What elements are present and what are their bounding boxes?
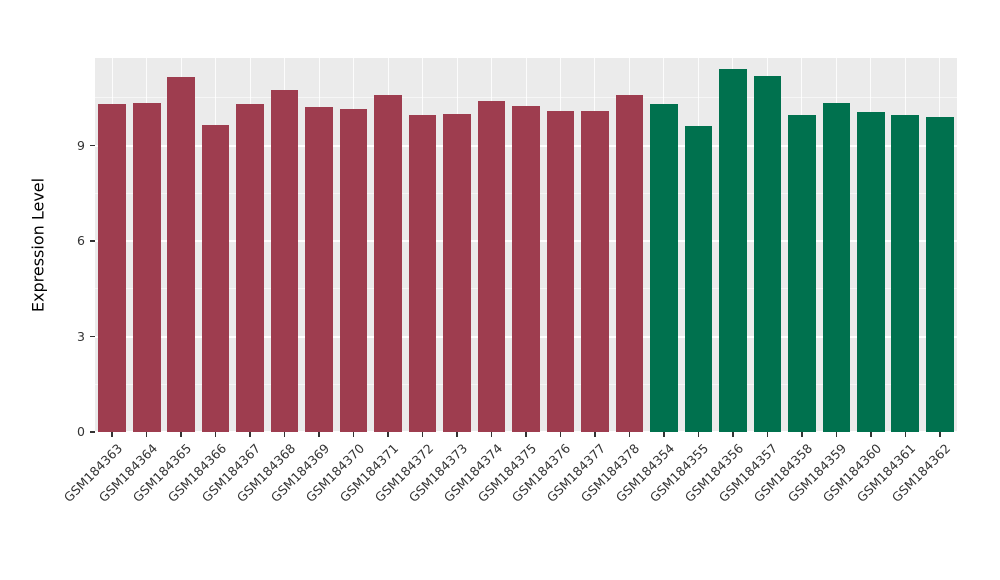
x-tick-mark — [939, 432, 941, 437]
x-tick-mark — [283, 432, 286, 437]
bar — [684, 126, 713, 432]
bar — [925, 116, 954, 432]
bar — [408, 115, 437, 432]
x-tick-mark — [525, 432, 527, 437]
x-tick-mark — [145, 432, 148, 437]
bar — [236, 104, 264, 432]
bar — [512, 105, 540, 432]
bar — [98, 104, 127, 432]
y-tick-label: 6 — [77, 233, 85, 249]
bar — [650, 104, 678, 432]
bar — [788, 115, 816, 432]
bar — [374, 94, 402, 432]
y-tick-label: 0 — [77, 424, 85, 439]
y-tick-label: 3 — [77, 328, 85, 344]
bar — [857, 112, 885, 432]
x-tick-mark — [766, 432, 769, 437]
x-tick-mark — [870, 432, 872, 437]
bar — [167, 77, 195, 432]
y-tick-mark — [90, 240, 95, 242]
y-axis-label: Expression Level — [28, 177, 48, 313]
chart-panel — [95, 58, 957, 433]
bar — [270, 89, 299, 432]
x-tick-mark — [904, 432, 907, 437]
x-tick-mark — [835, 432, 838, 437]
bar — [546, 110, 575, 432]
x-tick-mark — [594, 432, 596, 437]
x-tick-mark — [663, 432, 665, 437]
bar — [581, 110, 609, 432]
y-tick-label: 9 — [77, 137, 85, 153]
x-tick-mark — [352, 432, 355, 437]
x-tick-mark — [490, 432, 493, 437]
x-tick-mark — [214, 432, 217, 437]
bar — [753, 75, 782, 432]
bar — [477, 100, 506, 432]
bar — [822, 102, 851, 432]
y-tick-mark — [90, 144, 95, 147]
x-tick-mark — [249, 432, 251, 437]
x-tick-mark — [387, 432, 389, 437]
y-tick-mark — [90, 335, 95, 338]
bar — [719, 69, 747, 432]
bar — [339, 108, 368, 432]
x-tick-mark — [732, 432, 734, 437]
bar — [305, 107, 333, 432]
gridline-minor — [95, 97, 957, 99]
x-tick-mark — [697, 432, 700, 437]
bar — [615, 94, 644, 432]
bar — [201, 124, 230, 432]
bar — [132, 102, 161, 432]
x-tick-mark — [628, 432, 631, 437]
bar — [891, 115, 920, 432]
bar — [443, 113, 471, 432]
x-tick-mark — [111, 432, 113, 437]
x-tick-mark — [801, 432, 803, 437]
x-tick-mark — [456, 432, 458, 437]
x-tick-mark — [559, 432, 562, 437]
x-tick-mark — [180, 432, 182, 437]
y-tick-mark — [90, 431, 95, 433]
x-tick-mark — [318, 432, 320, 437]
x-tick-mark — [421, 432, 424, 437]
